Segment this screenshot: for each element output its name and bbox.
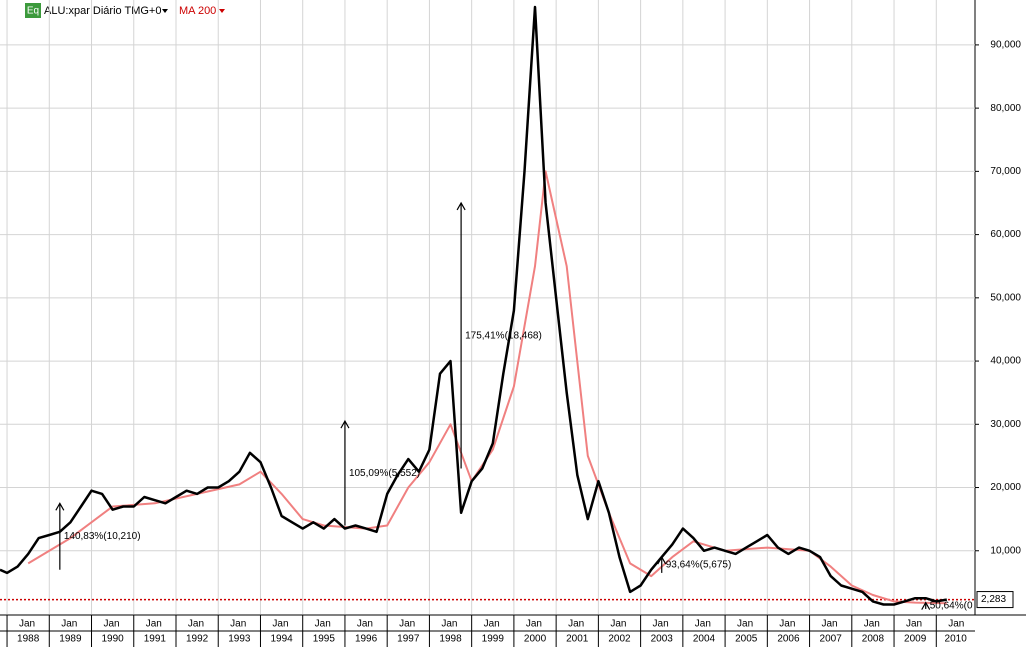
x-tick-label: 1991 [144, 634, 167, 645]
x-tick-label: 2009 [904, 634, 927, 645]
y-tick-label: 10,000 [990, 545, 1021, 556]
x-tick-month: Jan [61, 619, 77, 630]
y-tick-label: 30,000 [990, 419, 1021, 430]
x-tick-month: Jan [653, 619, 669, 630]
x-tick-label: 2001 [566, 634, 589, 645]
x-tick-month: Jan [568, 619, 584, 630]
x-tick-label: 2008 [862, 634, 885, 645]
x-tick-month: Jan [822, 619, 838, 630]
x-tick-label: 1995 [313, 634, 336, 645]
arrow-head [657, 555, 667, 565]
annotation-label: 140,83%(10,210) [64, 531, 141, 542]
last-price-label: 2,283 [981, 594, 1006, 605]
x-tick-month: Jan [357, 619, 373, 630]
y-tick-label: 20,000 [990, 482, 1021, 493]
x-tick-month: Jan [272, 619, 288, 630]
x-tick-month: Jan [188, 619, 204, 630]
x-tick-label: 1998 [439, 634, 462, 645]
x-tick-month: Jan [441, 619, 457, 630]
x-tick-month: Jan [230, 619, 246, 630]
x-tick-label: 1996 [355, 634, 378, 645]
x-tick-month: Jan [315, 619, 331, 630]
price-line [0, 5, 948, 606]
y-tick-label: 40,000 [990, 356, 1021, 367]
x-tick-month: Jan [526, 619, 542, 630]
dropdown[interactable] [162, 9, 168, 13]
arrow-head [456, 201, 466, 211]
arrow-head [921, 601, 931, 610]
annotation-label: 50,64%(0 [930, 600, 973, 611]
symbol[interactable]: ALU:xpar Diário TMG+0 [44, 5, 161, 17]
price-box [976, 591, 1014, 609]
x-tick-month: Jan [610, 619, 626, 630]
x-tick-label: 2000 [524, 634, 547, 645]
x-tick-month: Jan [103, 619, 119, 630]
x-tick-label: 1992 [186, 634, 209, 645]
x-tick-label: 2005 [735, 634, 758, 645]
x-tick-label: 1990 [102, 634, 125, 645]
x-tick-label: 1997 [397, 634, 420, 645]
annotation-label: 93,64%(5,675) [666, 560, 732, 571]
x-tick-label: 2003 [651, 634, 674, 645]
x-tick-label: 2010 [945, 634, 968, 645]
x-tick-month: Jan [695, 619, 711, 630]
x-tick-month: Jan [399, 619, 415, 630]
x-tick-label: 1999 [482, 634, 505, 645]
badge-text: Eq [27, 6, 39, 17]
y-tick-label: 70,000 [990, 166, 1021, 177]
x-tick-month: Jan [948, 619, 964, 630]
y-tick-label: 50,000 [990, 292, 1021, 303]
x-tick-label: 2006 [777, 634, 800, 645]
x-tick-label: 1993 [228, 634, 251, 645]
dropdown[interactable] [219, 9, 225, 13]
x-tick-month: Jan [19, 619, 35, 630]
y-tick-label: 60,000 [990, 229, 1021, 240]
y-tick-label: 90,000 [990, 40, 1021, 51]
x-tick-label: 1994 [270, 634, 293, 645]
x-tick-label: 2002 [608, 634, 631, 645]
annotation-label: 105,09%(5,552) [349, 468, 420, 479]
x-tick-month: Jan [146, 619, 162, 630]
badge[interactable] [25, 3, 41, 18]
x-tick-month: Jan [864, 619, 880, 630]
annotation-label: 175,41%(18,468) [465, 330, 542, 341]
x-tick-month: Jan [779, 619, 795, 630]
x-tick-month: Jan [484, 619, 500, 630]
x-tick-month: Jan [737, 619, 753, 630]
arrow-head [340, 419, 350, 429]
x-tick-label: 1989 [59, 634, 82, 645]
x-tick-month: Jan [906, 619, 922, 630]
x-tick-label: 2007 [820, 634, 843, 645]
y-tick-label: 80,000 [990, 103, 1021, 114]
x-tick-label: 2004 [693, 634, 716, 645]
x-tick-label: 1988 [17, 634, 40, 645]
arrow-head [55, 502, 65, 511]
indicator[interactable]: MA 200 [179, 5, 216, 17]
